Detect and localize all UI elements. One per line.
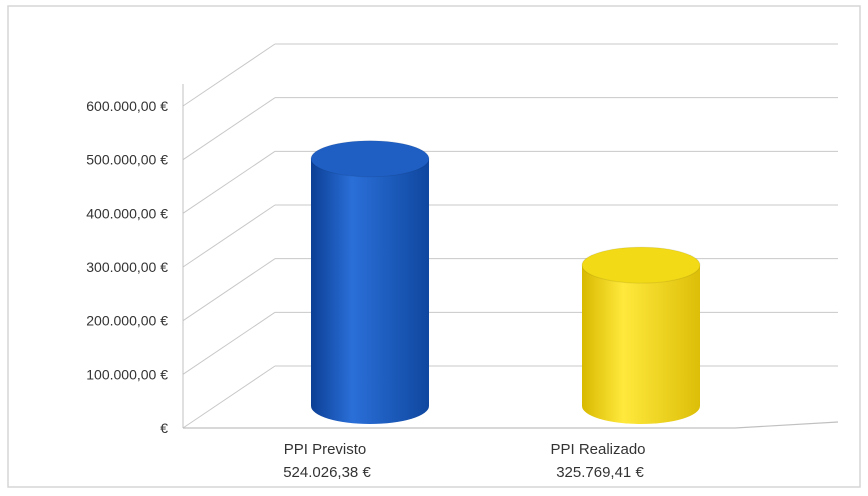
bar-body xyxy=(311,158,429,424)
bar-1 xyxy=(310,140,430,424)
bar-top xyxy=(310,140,430,178)
y-tick-label: 200.000,00 € xyxy=(86,313,168,329)
y-tick-label: 300.000,00 € xyxy=(86,259,168,275)
category-labels: PPI Previsto 524.026,38 € PPI Realizado 325… xyxy=(283,441,645,481)
gridline-side xyxy=(182,150,276,214)
gridline-side xyxy=(182,258,276,322)
bar-2 xyxy=(581,246,701,424)
bars xyxy=(310,140,701,424)
y-axis: €100.000,00 € 200.000,00 € 300.000,00 € 400… xyxy=(86,98,168,436)
y-tick-label: 100.000,00 € xyxy=(86,366,168,382)
value-label: 524.026,38 € xyxy=(283,464,371,481)
y-tick-label: 400.000,00 € xyxy=(86,205,168,221)
gridline-side xyxy=(182,365,276,429)
chart-border xyxy=(7,5,861,488)
category-label: PPI Realizado xyxy=(550,441,645,458)
bar-body xyxy=(582,265,700,424)
y-tick-label: 600.000,00 € xyxy=(86,98,168,114)
y-tick-label: 500.000,00 € xyxy=(86,152,168,168)
category-label: PPI Previsto xyxy=(284,441,367,458)
gridlines xyxy=(182,43,839,429)
gridline-side xyxy=(182,204,276,268)
gridline-side xyxy=(182,311,276,375)
y-tick-label: € xyxy=(160,420,168,436)
bar-top xyxy=(581,246,701,284)
gridline-side xyxy=(182,97,276,161)
gridline-side xyxy=(182,43,276,107)
value-label: 325.769,41 € xyxy=(556,464,644,481)
floor-right-edge xyxy=(734,421,839,429)
